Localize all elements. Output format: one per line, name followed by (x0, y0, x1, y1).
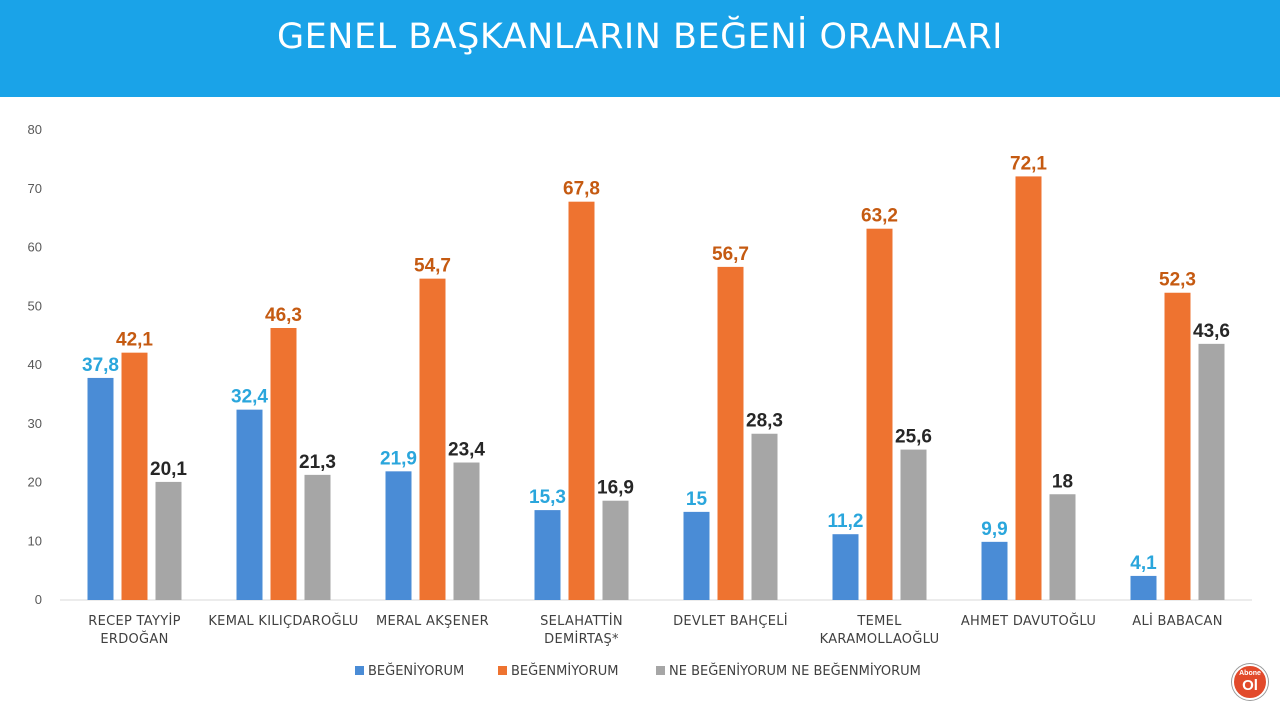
data-label: 42,1 (116, 330, 153, 351)
bar (121, 352, 148, 600)
category-label: ERDOĞAN (100, 631, 168, 647)
data-label: 56,7 (712, 244, 749, 265)
category-label: DEVLET BAHÇELİ (673, 613, 788, 629)
data-label: 54,7 (414, 256, 451, 277)
bar (1198, 343, 1225, 600)
data-label: 72,1 (1010, 153, 1047, 174)
category-label: AHMET DAVUTOĞLU (961, 613, 1096, 629)
legend-label: NE BEĞENİYORUM NE BEĞENMİYORUM (669, 663, 921, 679)
bar (270, 327, 297, 600)
bar (683, 511, 710, 600)
y-tick-label: 50 (28, 298, 42, 313)
bar (1015, 176, 1042, 600)
bar (236, 409, 263, 600)
y-tick-label: 30 (28, 416, 42, 431)
bar (1049, 494, 1076, 600)
bar (900, 449, 927, 600)
subscribe-badge-top: Abone (1239, 670, 1261, 677)
bar (602, 500, 629, 600)
legend-label: BEĞENMİYORUM (511, 663, 618, 679)
category-label: KARAMOLLAOĞLU (820, 631, 940, 647)
legend-label: BEĞENİYORUM (368, 663, 464, 679)
data-label: 28,3 (746, 411, 783, 432)
subscribe-badge[interactable]: Abone Ol (1232, 664, 1268, 700)
data-label: 21,3 (299, 452, 336, 473)
y-tick-label: 20 (28, 475, 42, 490)
data-label: 67,8 (563, 179, 600, 200)
data-label: 63,2 (861, 206, 898, 227)
data-label: 9,9 (981, 519, 1007, 540)
legend-swatch (355, 666, 364, 675)
bar (1130, 575, 1157, 600)
bar (1164, 292, 1191, 600)
category-label: TEMEL (856, 614, 902, 629)
data-label: 37,8 (82, 355, 119, 376)
legend-swatch (656, 666, 665, 675)
bar (534, 510, 561, 600)
data-label: 21,9 (380, 448, 417, 469)
category-label: SELAHATTİN (540, 613, 623, 629)
y-tick-label: 80 (28, 122, 42, 137)
y-tick-label: 60 (28, 240, 42, 255)
bar (832, 534, 859, 600)
category-label: DEMİRTAŞ* (544, 631, 619, 647)
data-label: 11,2 (828, 511, 864, 532)
legend-swatch (498, 666, 507, 675)
data-label: 4,1 (1130, 553, 1157, 574)
bar (155, 481, 182, 600)
data-label: 46,3 (265, 305, 302, 326)
data-label: 23,4 (448, 440, 485, 461)
data-label: 16,9 (597, 478, 634, 499)
bar (453, 462, 480, 600)
data-label: 32,4 (231, 387, 268, 408)
subscribe-badge-main: Ol (1242, 677, 1258, 694)
bar (385, 471, 412, 600)
bar (866, 228, 893, 600)
y-tick-label: 70 (28, 181, 42, 196)
bar (304, 474, 331, 600)
category-label: KEMAL KILIÇDAROĞLU (208, 613, 358, 629)
data-label: 15,3 (529, 487, 566, 508)
data-label: 25,6 (895, 427, 932, 448)
category-label: RECEP TAYYİP (88, 613, 180, 629)
data-label: 15 (686, 489, 708, 510)
data-label: 43,6 (1193, 321, 1230, 342)
bar (981, 541, 1008, 600)
data-label: 52,3 (1159, 270, 1196, 291)
category-label: ALİ BABACAN (1132, 613, 1223, 629)
data-label: 20,1 (150, 459, 187, 480)
y-tick-label: 40 (28, 357, 42, 372)
category-label: MERAL AKŞENER (376, 614, 489, 629)
bar-chart: 0 10 20 30 40 50 60 70 80 37,8 32,4 21,9 15,3 15 11,2 9… (28, 122, 1252, 679)
bar (87, 377, 114, 600)
bar (751, 433, 778, 600)
bar (568, 201, 595, 601)
data-label: 18 (1052, 471, 1073, 492)
y-tick-label: 0 (35, 592, 42, 607)
title-banner: GENEL BAŞKANLARIN BEĞENİ ORANLARI (0, 0, 1280, 97)
bar (419, 278, 446, 600)
chart-title: GENEL BAŞKANLARIN BEĞENİ ORANLARI (277, 17, 1003, 57)
bar (717, 266, 744, 600)
y-tick-label: 10 (28, 533, 42, 548)
